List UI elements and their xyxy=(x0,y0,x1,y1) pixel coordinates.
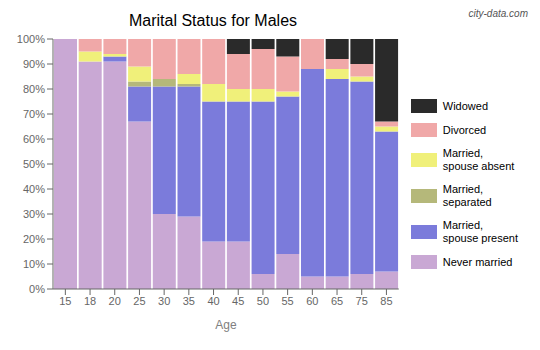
html-text:city-data.com: city-data.com xyxy=(468,8,528,19)
svg-text:100%: 100% xyxy=(17,34,45,45)
svg-text:40: 40 xyxy=(207,295,219,307)
svg-text:70%: 70% xyxy=(23,108,45,120)
svg-text:15: 15 xyxy=(59,295,71,307)
svg-text:0%: 0% xyxy=(29,283,45,295)
html-text:spouse absent: spouse absent xyxy=(442,160,515,172)
svg-text:10%: 10% xyxy=(23,258,45,270)
svg-text:80%: 80% xyxy=(23,83,45,95)
html-text:separated: separated xyxy=(442,196,492,208)
svg-text:65: 65 xyxy=(331,295,343,307)
svg-text:30%: 30% xyxy=(23,208,45,220)
html-text:Marital Status for Males: Marital Status for Males xyxy=(129,12,297,29)
svg-text:75: 75 xyxy=(356,295,368,307)
svg-text:40%: 40% xyxy=(23,183,45,195)
svg-text:60: 60 xyxy=(306,295,318,307)
svg-text:90%: 90% xyxy=(23,58,45,70)
html-text:Married,: Married, xyxy=(442,219,484,231)
html-text:Widowed: Widowed xyxy=(442,99,488,112)
svg-text:20: 20 xyxy=(109,295,121,307)
svg-text:50%: 50% xyxy=(23,158,45,170)
svg-text:55: 55 xyxy=(282,295,294,307)
svg-text:60%: 60% xyxy=(23,133,45,145)
html-text:Never married: Never married xyxy=(442,255,513,268)
svg-text:18: 18 xyxy=(84,295,96,307)
html-text:Married,: Married, xyxy=(442,183,484,195)
html-text:spouse present: spouse present xyxy=(442,232,518,244)
svg-text:Age: Age xyxy=(215,318,237,332)
svg-text:50: 50 xyxy=(257,295,269,307)
svg-text:45: 45 xyxy=(232,295,244,307)
html-text:Divorced: Divorced xyxy=(442,123,487,136)
svg-text:85: 85 xyxy=(380,295,392,307)
svg-text:35: 35 xyxy=(183,295,195,307)
html-text:Married,: Married, xyxy=(442,147,484,159)
svg-text:25: 25 xyxy=(133,295,145,307)
svg-text:20%: 20% xyxy=(23,233,45,245)
svg-text:30: 30 xyxy=(158,295,170,307)
